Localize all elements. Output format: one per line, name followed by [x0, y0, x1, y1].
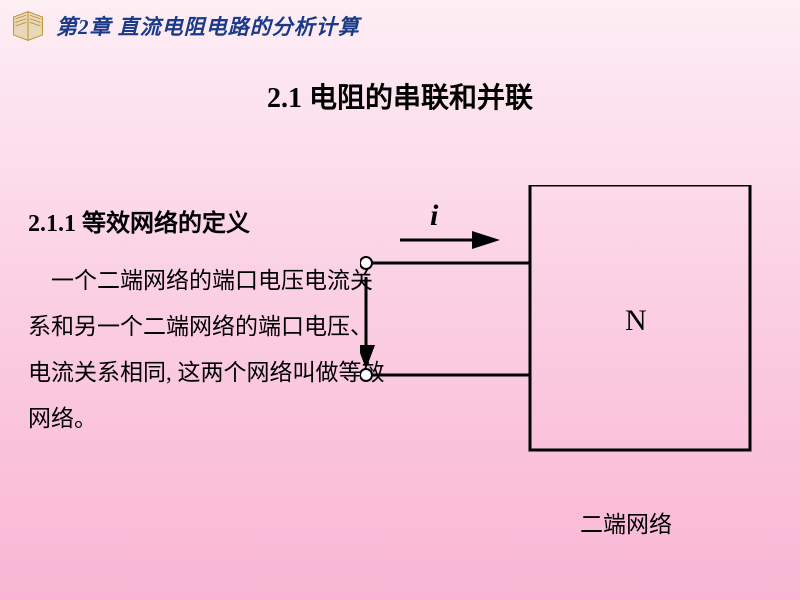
terminal-bottom [360, 369, 372, 381]
current-arrow [400, 231, 500, 249]
box-label: N [625, 304, 647, 337]
subsection-title: 2.1.1 等效网络的定义 [28, 200, 388, 248]
two-terminal-diagram: i u N [360, 185, 770, 525]
voltage-arrow [360, 277, 375, 369]
chapter-title: 第2章 直流电阻电路的分析计算 [56, 11, 360, 41]
slide-header: 第2章 直流电阻电路的分析计算 [0, 0, 800, 44]
book-icon [10, 8, 46, 44]
content-block: 2.1.1 等效网络的定义 一个二端网络的端口电压电流关系和另一个二端网络的端口… [28, 200, 388, 442]
section-title: 2.1 电阻的串联和并联 [0, 76, 800, 116]
diagram-caption: 二端网络 [580, 505, 672, 539]
body-text: 一个二端网络的端口电压电流关系和另一个二端网络的端口电压、电流关系相同, 这两个… [28, 258, 388, 442]
terminal-top [360, 257, 372, 269]
current-label: i [430, 199, 439, 232]
